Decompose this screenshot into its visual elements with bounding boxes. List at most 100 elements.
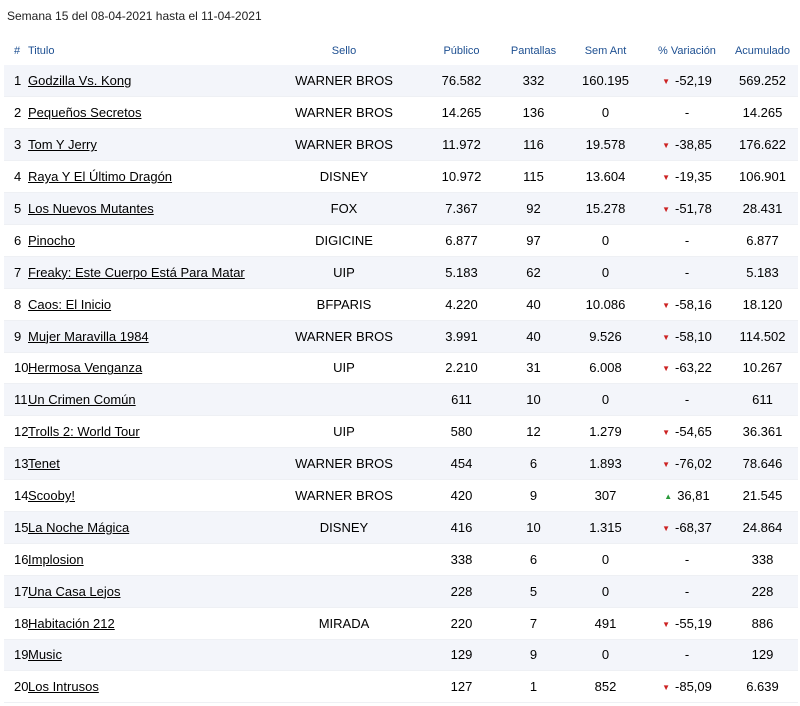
sello-cell: [268, 575, 420, 608]
title-cell: Habitación 212: [26, 607, 268, 640]
table-row: 9 Mujer Maravilla 1984 WARNER BROS 3.991 40 9…: [4, 320, 798, 353]
sello-cell: BFPARIS: [268, 288, 420, 321]
title-cell: Freaky: Este Cuerpo Está Para Matar: [26, 256, 268, 289]
table-row: 17 Una Casa Lejos 228 5 0-228: [4, 575, 798, 608]
variacion-cell: ▼ -58,10: [647, 320, 727, 353]
sem-ant-cell: 0: [564, 543, 647, 576]
rank-cell: 11: [4, 383, 28, 417]
pantallas-cell: 7: [503, 607, 564, 640]
sello-cell: DIGICINE: [268, 224, 420, 257]
table-row: 14 Scooby! WARNER BROS 420 9 307 ▲ 36,81 21.545: [4, 479, 798, 512]
variacion-cell: ▼ -52,19: [647, 65, 727, 98]
rank-cell: 16: [4, 543, 28, 576]
movie-title-link[interactable]: Mujer Maravilla 1984: [28, 328, 149, 344]
rank-cell: 14: [4, 479, 28, 512]
acumulado-cell: 14.265: [727, 96, 798, 130]
publico-cell: 228: [420, 575, 503, 608]
pantallas-cell: 12: [503, 415, 564, 449]
down-arrow-icon: ▼: [662, 364, 671, 374]
movie-title-link[interactable]: Los Nuevos Mutantes: [28, 201, 154, 216]
movie-title-link[interactable]: Un Crimen Común: [28, 392, 136, 408]
variacion-value: -38,85: [675, 137, 712, 153]
movie-title-link[interactable]: Los Intrusos: [28, 679, 99, 695]
movie-title-link[interactable]: Habitación 212: [28, 615, 115, 631]
variacion-cell: ▼ -76,02: [647, 447, 727, 481]
sello-cell: MIRADA: [268, 607, 420, 640]
variacion-value: -: [684, 264, 690, 280]
movie-title-link[interactable]: La Noche Mágica: [28, 519, 130, 535]
variacion-value: -68,37: [675, 519, 712, 535]
sello-cell: UIP: [268, 256, 420, 289]
title-cell: Trolls 2: World Tour: [26, 415, 268, 449]
acumulado-cell: 6.639: [727, 670, 798, 704]
movie-title-link[interactable]: Pequeños Secretos: [28, 105, 142, 121]
sem-ant-cell: 0: [564, 224, 647, 257]
pantallas-cell: 9: [503, 639, 564, 672]
movie-title-link[interactable]: Tenet: [28, 456, 60, 472]
pantallas-cell: 1: [503, 670, 564, 704]
variacion-cell: -: [647, 256, 727, 289]
publico-cell: 6.877: [420, 224, 503, 257]
acumulado-cell: 6.877: [727, 224, 798, 257]
movie-title-link[interactable]: Music: [28, 647, 62, 663]
rank-cell: 2: [4, 96, 26, 130]
table-row: 7 Freaky: Este Cuerpo Está Para Matar UIP 5…: [4, 256, 798, 289]
acumulado-cell: 18.120: [727, 288, 798, 321]
publico-cell: 7.367: [420, 192, 503, 225]
movie-title-link[interactable]: Tom Y Jerry: [28, 137, 97, 153]
movie-title-link[interactable]: Freaky: Este Cuerpo Está Para Matar: [28, 264, 245, 280]
down-arrow-icon: ▼: [662, 205, 671, 214]
sem-ant-cell: 1.893: [564, 447, 647, 481]
variacion-cell: -: [647, 96, 727, 130]
pantallas-cell: 115: [503, 160, 564, 194]
sello-cell: UIP: [268, 415, 420, 449]
pantallas-cell: 10: [503, 383, 564, 417]
variacion-value: -19,35: [675, 169, 712, 185]
title-cell: Los Intrusos: [26, 670, 268, 704]
table-row: 3 Tom Y Jerry WARNER BROS 11.972 116 19.578 ▼ -…: [4, 128, 798, 162]
down-arrow-icon: ▼: [662, 141, 671, 151]
table-header-row: # Titulo Sello Público Pantallas Sem Ant…: [4, 37, 798, 65]
acumulado-cell: 129: [727, 639, 798, 672]
movie-title-link[interactable]: Una Casa Lejos: [28, 583, 121, 599]
sello-cell: [268, 383, 420, 417]
pantallas-cell: 92: [503, 192, 564, 225]
table-row: 19 Music 129 9 0-129: [4, 639, 798, 672]
pantallas-cell: 6: [503, 447, 564, 481]
variacion-cell: ▲ 36,81: [647, 479, 727, 512]
down-arrow-icon: ▼: [662, 332, 671, 342]
header-pantallas: Pantallas: [510, 45, 557, 57]
publico-cell: 416: [420, 511, 503, 544]
movie-title-link[interactable]: Raya Y El Último Dragón: [28, 169, 173, 185]
acumulado-cell: 106.901: [727, 160, 798, 194]
header-publico: Público: [443, 45, 480, 57]
sello-cell: WARNER BROS: [268, 96, 420, 130]
down-arrow-icon: ▼: [662, 300, 671, 310]
rank-cell: 10: [4, 352, 28, 385]
sello-cell: WARNER BROS: [268, 320, 420, 353]
sem-ant-cell: 491: [564, 607, 647, 640]
movie-title-link[interactable]: Pinocho: [28, 232, 75, 248]
movie-title-link[interactable]: Scooby!: [28, 488, 75, 504]
box-office-table: # Titulo Sello Público Pantallas Sem Ant…: [4, 37, 798, 704]
publico-cell: 420: [420, 479, 503, 512]
rank-cell: 7: [4, 256, 26, 289]
acumulado-cell: 886: [727, 607, 798, 640]
title-cell: Una Casa Lejos: [26, 575, 268, 608]
rank-cell: 6: [4, 224, 26, 257]
table-row: 15 La Noche Mágica DISNEY 416 10 1.315 ▼ -68,37…: [4, 511, 798, 544]
header-acumulado: Acumulado: [734, 45, 791, 57]
movie-title-link[interactable]: Hermosa Venganza: [28, 360, 143, 376]
title-cell: Pinocho: [26, 224, 268, 257]
variacion-value: -51,78: [675, 201, 712, 216]
movie-title-link[interactable]: Implosion: [28, 551, 84, 567]
variacion-cell: ▼ -85,09: [647, 670, 727, 704]
variacion-cell: ▼ -58,16: [647, 288, 727, 321]
sello-cell: [268, 639, 420, 672]
sem-ant-cell: 0: [564, 383, 647, 417]
movie-title-link[interactable]: Godzilla Vs. Kong: [28, 73, 132, 89]
movie-title-link[interactable]: Trolls 2: World Tour: [28, 424, 140, 440]
table-row: 13 Tenet WARNER BROS 454 6 1.893 ▼ -76,02 78.646: [4, 447, 798, 481]
movie-title-link[interactable]: Caos: El Inicio: [28, 296, 112, 312]
variacion-cell: -: [647, 575, 727, 608]
